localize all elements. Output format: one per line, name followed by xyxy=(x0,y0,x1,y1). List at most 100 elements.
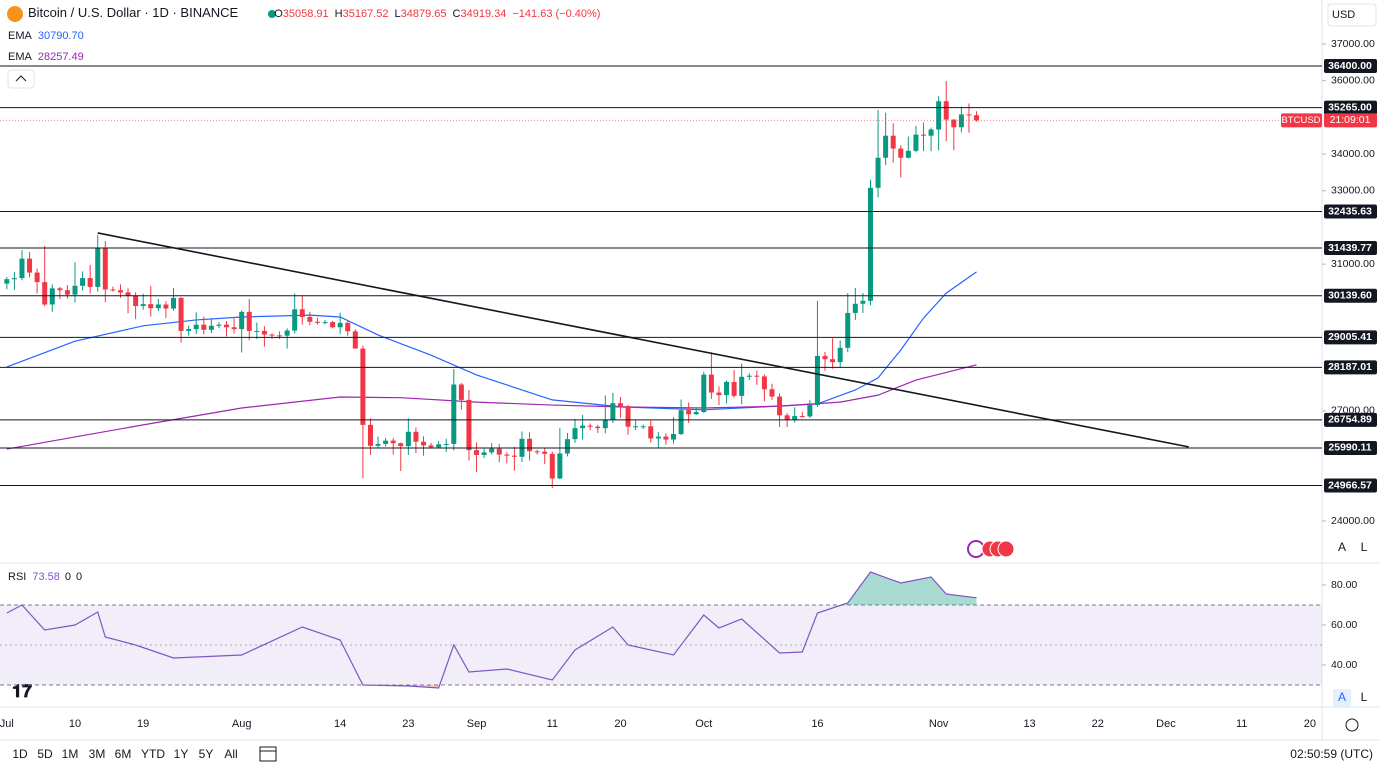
y-tick-label: 31000.00 xyxy=(1331,258,1375,270)
candle-body xyxy=(708,374,714,393)
ohlc-key: H xyxy=(335,8,343,20)
level-label: 36400.00 xyxy=(1328,60,1372,72)
collapse-legend-button[interactable] xyxy=(7,69,35,89)
level-label-box xyxy=(1324,412,1377,427)
x-tick-label: 11 xyxy=(547,718,558,730)
candle-body xyxy=(19,258,25,279)
level-label-box xyxy=(1324,288,1377,303)
range-button[interactable]: 1D xyxy=(12,747,28,761)
market-status-dot xyxy=(268,10,276,18)
candle-body xyxy=(413,431,419,442)
candle-body xyxy=(693,412,699,415)
candle-body xyxy=(27,258,33,273)
candle-body xyxy=(784,415,790,420)
candle-body xyxy=(390,440,396,444)
change-value: −141.63 (−0.40%) xyxy=(512,8,600,20)
scale-button[interactable]: A xyxy=(1338,690,1346,704)
candle-body xyxy=(572,428,578,440)
candle-body xyxy=(474,450,480,455)
ema-legend: EMA 30790.70 xyxy=(8,30,84,42)
rsi-value: 73.58 xyxy=(32,571,60,583)
candle-body xyxy=(587,425,593,427)
candle-body xyxy=(746,375,752,377)
candle-body xyxy=(133,295,139,306)
tv-logo: 𝟏𝟕 xyxy=(12,681,32,701)
candle-body xyxy=(602,419,608,429)
level-label-box xyxy=(1324,360,1377,375)
candle-body xyxy=(845,312,851,348)
range-button[interactable]: 5D xyxy=(37,747,53,761)
range-button[interactable]: 1Y xyxy=(174,747,189,761)
range-button[interactable]: 1M xyxy=(62,747,79,761)
x-tick-label: 22 xyxy=(1092,718,1104,730)
level-label: 29005.41 xyxy=(1328,331,1372,343)
rsi-overbought-fill xyxy=(6,572,977,605)
candle-body xyxy=(678,410,684,435)
x-tick-label: Aug xyxy=(232,718,252,730)
x-tick-label: 11 xyxy=(1236,718,1247,730)
calendar-icon[interactable] xyxy=(259,746,277,762)
scale-button[interactable]: L xyxy=(1361,540,1368,554)
candle-body xyxy=(701,374,707,413)
candle-body xyxy=(686,410,692,415)
range-button[interactable]: 5Y xyxy=(199,747,214,761)
candle-body xyxy=(42,282,48,305)
level-label-box xyxy=(1324,330,1377,345)
currency-label: USD xyxy=(1332,9,1355,21)
rsi-line xyxy=(6,571,977,689)
candle-body xyxy=(140,304,146,306)
event-icon[interactable] xyxy=(997,540,1015,558)
candle-body xyxy=(655,436,661,439)
currency-button[interactable] xyxy=(1327,3,1377,27)
trendline xyxy=(97,232,1189,448)
candle-body xyxy=(837,347,843,363)
rsi-name: RSI xyxy=(8,571,26,583)
ema-name: EMA xyxy=(8,30,33,42)
x-tick-label: Nov xyxy=(929,718,949,730)
candle-body xyxy=(739,376,745,396)
candle-body xyxy=(193,324,199,330)
x-tick-label: 20 xyxy=(1304,718,1316,730)
range-button[interactable]: 6M xyxy=(115,747,132,761)
symbol-title: Bitcoin / U.S. Dollar · 1D · BINANCE xyxy=(28,5,239,20)
candle-body xyxy=(246,311,252,331)
scale-button[interactable]: L xyxy=(1361,690,1368,704)
candle-body xyxy=(322,322,328,324)
candle-body xyxy=(867,187,873,301)
collapse-icon xyxy=(15,75,27,82)
range-button[interactable]: 3M xyxy=(89,747,106,761)
candle-body xyxy=(277,335,283,337)
candle-body xyxy=(921,134,927,136)
candle-body xyxy=(72,285,78,295)
candle-body xyxy=(178,297,184,331)
candle-body xyxy=(633,426,639,428)
candle-body xyxy=(890,135,896,149)
candle-body xyxy=(148,304,154,309)
level-label: 28187.01 xyxy=(1328,361,1372,373)
candle-body xyxy=(352,331,358,349)
range-button[interactable]: All xyxy=(224,747,237,761)
candle-body xyxy=(799,416,805,418)
rsi-param: 0 xyxy=(76,571,82,583)
candle-body xyxy=(117,290,123,293)
ema-legend: EMA 28257.49 xyxy=(8,51,84,63)
price-tag-box xyxy=(1281,113,1322,128)
candle-body xyxy=(57,288,63,291)
level-label: 35265.00 xyxy=(1328,101,1372,113)
x-tick-label: 10 xyxy=(69,718,81,730)
candle-body xyxy=(443,443,449,445)
candle-body xyxy=(34,272,40,283)
candle-body xyxy=(724,381,730,396)
scale-button[interactable]: A xyxy=(1338,540,1346,554)
candle-body xyxy=(542,451,548,454)
candle-body xyxy=(292,309,298,331)
settings-icon[interactable] xyxy=(1345,718,1359,732)
candle-body xyxy=(610,403,616,420)
candle-body xyxy=(125,292,131,296)
candle-body xyxy=(330,322,336,328)
candle-body xyxy=(716,392,722,396)
range-button[interactable]: YTD xyxy=(141,747,165,761)
candle-body xyxy=(830,359,836,363)
ema-name: EMA xyxy=(8,51,33,63)
